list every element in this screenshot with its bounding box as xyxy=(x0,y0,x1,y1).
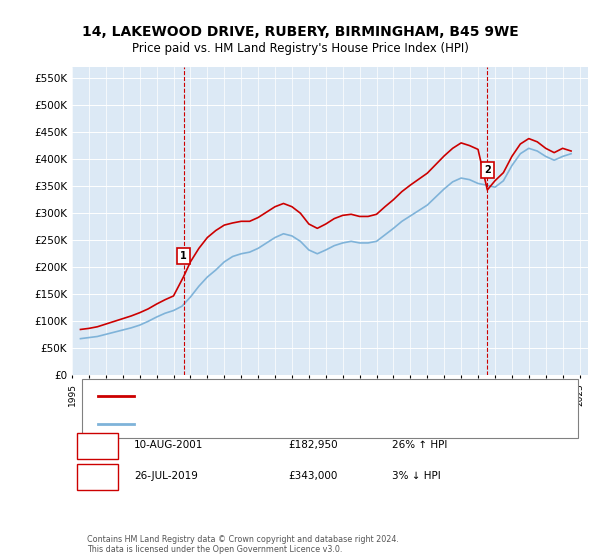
Text: 2: 2 xyxy=(94,471,101,481)
Text: 2: 2 xyxy=(484,165,491,175)
Text: Price paid vs. HM Land Registry's House Price Index (HPI): Price paid vs. HM Land Registry's House … xyxy=(131,42,469,55)
Text: Contains HM Land Registry data © Crown copyright and database right 2024.
This d: Contains HM Land Registry data © Crown c… xyxy=(88,535,400,554)
FancyBboxPatch shape xyxy=(77,464,118,490)
FancyBboxPatch shape xyxy=(82,379,578,438)
Text: 3% ↓ HPI: 3% ↓ HPI xyxy=(392,471,440,481)
Text: 10-AUG-2001: 10-AUG-2001 xyxy=(134,440,203,450)
FancyBboxPatch shape xyxy=(77,433,118,459)
Text: 26% ↑ HPI: 26% ↑ HPI xyxy=(392,440,447,450)
Text: £182,950: £182,950 xyxy=(289,440,338,450)
Text: 14, LAKEWOOD DRIVE, RUBERY, BIRMINGHAM, B45 9WE (detached house): 14, LAKEWOOD DRIVE, RUBERY, BIRMINGHAM, … xyxy=(144,392,479,401)
Text: 26-JUL-2019: 26-JUL-2019 xyxy=(134,471,198,481)
Text: 1: 1 xyxy=(94,440,101,450)
Text: 1: 1 xyxy=(180,251,187,262)
Text: HPI: Average price, detached house, Birmingham: HPI: Average price, detached house, Birm… xyxy=(144,419,367,428)
Text: 14, LAKEWOOD DRIVE, RUBERY, BIRMINGHAM, B45 9WE: 14, LAKEWOOD DRIVE, RUBERY, BIRMINGHAM, … xyxy=(82,25,518,39)
Text: £343,000: £343,000 xyxy=(289,471,338,481)
